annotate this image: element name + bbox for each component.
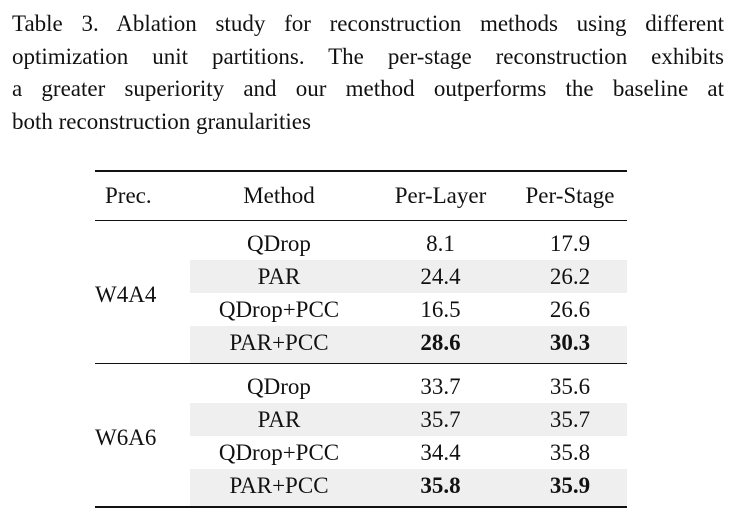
prec-cell: W4A4 (95, 220, 190, 364)
header-prec: Prec. (105, 183, 152, 208)
table-header-row: Prec. Method Per-Layer Per-Stage (95, 171, 627, 221)
header-per-stage: Per-Stage (525, 183, 615, 208)
per-stage-cell: 35.8 (549, 439, 591, 465)
per-stage-cell: 35.9 (513, 469, 627, 507)
table-row: QDrop+PCC 16.5 26.6 (95, 293, 627, 326)
caption-line: Table 3. Ablation study for reconstructi… (12, 11, 724, 36)
ablation-table: Prec. Method Per-Layer Per-Stage W4A4 QD… (95, 170, 627, 508)
group-w4a4: W4A4 QDrop 8.1 17.9 PAR 24.4 26.2 QDrop+… (95, 220, 627, 364)
per-stage-cell: 26.6 (549, 296, 591, 322)
table-row: W4A4 QDrop 8.1 17.9 (95, 220, 627, 364)
per-stage-cell: 26.2 (513, 260, 627, 293)
table-row: PAR+PCC 28.6 30.3 (95, 326, 627, 364)
caption-line: optimization unit partitions. The per-st… (12, 43, 724, 69)
method-cell: QDrop+PCC (218, 296, 340, 322)
group-w6a6: W6A6 QDrop 33.7 35.6 PAR 35.7 35.7 QDrop… (95, 363, 627, 507)
ablation-table-container: Prec. Method Per-Layer Per-Stage W4A4 QD… (95, 170, 627, 508)
table-row: PAR 24.4 26.2 (95, 260, 627, 293)
method-cell: PAR+PCC (190, 326, 368, 364)
method-cell: PAR (190, 403, 368, 436)
table-caption: Table 3. Ablation study for reconstructi… (12, 8, 724, 138)
per-layer-cell: 24.4 (368, 260, 513, 293)
per-layer-cell: 35.7 (368, 403, 513, 436)
per-stage-cell: 35.6 (549, 373, 591, 399)
table-row: PAR 35.7 35.7 (95, 403, 627, 436)
table-row: W6A6 QDrop 33.7 35.6 (95, 363, 627, 507)
method-cell: QDrop (247, 373, 311, 399)
per-layer-cell: 35.8 (368, 469, 513, 507)
per-stage-cell: 17.9 (549, 230, 591, 256)
table-row: QDrop+PCC 34.4 35.8 (95, 436, 627, 469)
per-layer-cell: 34.4 (420, 439, 461, 465)
caption-line: both reconstruction granularities (12, 108, 311, 134)
table-row: PAR+PCC 35.8 35.9 (95, 469, 627, 507)
method-cell: PAR+PCC (190, 469, 368, 507)
per-stage-cell: 30.3 (513, 326, 627, 364)
per-stage-cell: 35.7 (513, 403, 627, 436)
header-method: Method (243, 183, 315, 208)
caption-line: a greater superiority and our method out… (12, 76, 724, 101)
method-cell: QDrop+PCC (218, 439, 340, 465)
per-layer-cell: 28.6 (368, 326, 513, 364)
method-cell: PAR (190, 260, 368, 293)
method-cell: QDrop (247, 230, 311, 256)
per-layer-cell: 8.1 (426, 230, 455, 256)
header-per-layer: Per-Layer (394, 183, 487, 208)
prec-cell: W6A6 (95, 363, 190, 507)
per-layer-cell: 33.7 (420, 373, 461, 399)
per-layer-cell: 16.5 (420, 296, 461, 322)
